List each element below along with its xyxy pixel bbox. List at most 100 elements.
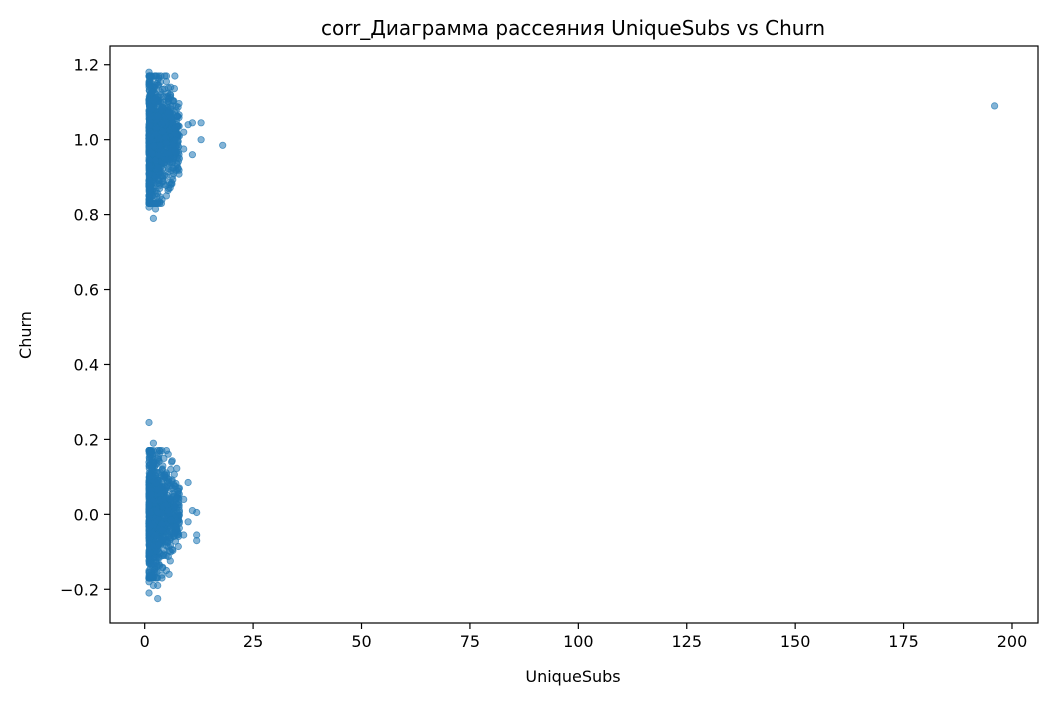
data-point	[159, 178, 167, 186]
data-point	[158, 127, 167, 136]
data-point	[150, 142, 158, 150]
data-point	[188, 151, 196, 159]
y-tick-label: 0.6	[74, 281, 99, 300]
data-point	[148, 192, 156, 200]
data-point	[145, 68, 153, 76]
x-tick-label: 50	[351, 632, 371, 651]
data-point	[151, 130, 159, 138]
data-point	[197, 136, 205, 144]
x-tick-label: 125	[671, 632, 702, 651]
data-point	[151, 205, 160, 213]
y-tick-label: 0.2	[74, 430, 99, 449]
data-point	[193, 531, 201, 539]
data-point	[168, 458, 176, 466]
data-point	[152, 459, 161, 467]
data-point	[170, 470, 178, 478]
data-point	[154, 594, 162, 603]
data-point	[184, 518, 192, 526]
data-point	[162, 566, 170, 575]
data-point	[155, 541, 163, 549]
data-point	[146, 178, 154, 186]
data-point	[158, 526, 166, 534]
data-point	[174, 112, 182, 120]
data-point	[145, 500, 153, 508]
data-point	[171, 124, 179, 132]
data-point	[169, 140, 177, 148]
data-point	[167, 181, 175, 189]
y-tick-label: 0.8	[74, 206, 99, 225]
plot-frame	[109, 45, 1039, 624]
data-point	[148, 88, 156, 97]
data-point	[197, 119, 205, 127]
data-point	[154, 76, 162, 84]
data-point	[154, 164, 162, 172]
data-point	[158, 85, 166, 93]
data-point	[149, 439, 157, 447]
data-point	[171, 503, 179, 511]
x-tick-label: 175	[888, 632, 919, 651]
data-point	[146, 521, 155, 530]
data-point	[154, 112, 162, 120]
data-point	[146, 121, 154, 130]
data-point	[158, 509, 166, 517]
data-point	[149, 581, 157, 590]
data-point	[163, 482, 171, 490]
data-point	[219, 141, 227, 149]
data-point	[175, 154, 183, 162]
data-point	[145, 571, 153, 580]
data-point	[164, 506, 172, 515]
data-point	[157, 106, 165, 114]
points-layer	[145, 68, 999, 603]
data-point	[146, 472, 154, 480]
data-point	[171, 72, 179, 80]
data-point	[152, 95, 160, 103]
data-point	[171, 529, 179, 537]
y-axis-label: Churn	[16, 311, 35, 359]
x-tick-label: 100	[563, 632, 594, 651]
data-point	[154, 174, 162, 182]
data-point	[175, 484, 183, 492]
data-point	[180, 145, 188, 153]
data-point	[159, 462, 167, 470]
y-tick-label: 1.0	[74, 131, 99, 150]
y-tick-label: 0.0	[74, 505, 99, 524]
x-tick-label: 0	[140, 632, 150, 651]
data-point	[158, 574, 166, 582]
data-point	[145, 110, 153, 118]
data-point	[168, 172, 176, 181]
x-axis: 0 25 50 75 100 125 150 175 200	[140, 623, 1028, 651]
data-point	[180, 531, 188, 539]
data-point	[180, 495, 188, 503]
x-tick-label: 150	[780, 632, 811, 651]
data-point	[167, 83, 175, 91]
data-point	[990, 102, 999, 110]
data-point	[154, 469, 162, 477]
data-point	[158, 119, 166, 128]
data-point	[162, 78, 170, 86]
data-point	[175, 132, 183, 140]
data-point	[145, 589, 153, 597]
y-axis: −0.2 0.0 0.2 0.4 0.6 0.8 1.0 1.2	[60, 56, 110, 599]
data-point	[156, 446, 164, 455]
data-point	[152, 124, 160, 132]
data-point	[154, 476, 162, 484]
data-point	[184, 121, 192, 129]
data-point	[173, 464, 181, 472]
data-point	[145, 170, 153, 178]
data-point	[162, 139, 170, 147]
data-point	[168, 102, 177, 110]
data-point	[145, 162, 153, 170]
data-point	[154, 453, 163, 461]
y-tick-label: −0.2	[60, 580, 99, 599]
data-point	[171, 147, 179, 155]
x-axis-label: UniqueSubs	[525, 667, 620, 686]
data-point	[162, 551, 170, 560]
data-point	[155, 151, 163, 159]
data-point	[156, 184, 164, 192]
data-point	[167, 113, 175, 121]
data-point	[158, 520, 166, 528]
data-point	[167, 516, 175, 524]
data-point	[162, 150, 170, 158]
x-tick-label: 200	[997, 632, 1028, 651]
